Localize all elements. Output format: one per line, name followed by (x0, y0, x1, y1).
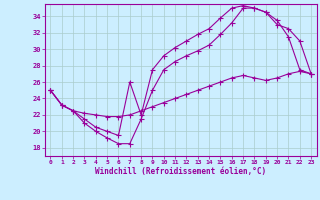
X-axis label: Windchill (Refroidissement éolien,°C): Windchill (Refroidissement éolien,°C) (95, 167, 266, 176)
